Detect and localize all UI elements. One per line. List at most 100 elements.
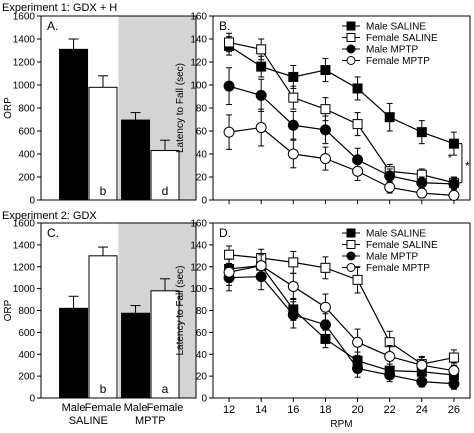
- panel-d-legend-label: Male MPTP: [366, 252, 419, 263]
- panel-b-legend-label: Female SALINE: [366, 33, 438, 44]
- panel-b-point: [416, 187, 428, 199]
- panel-b-y-tick-label: 40: [196, 150, 208, 161]
- panel-b-point: [255, 89, 267, 101]
- panel-c-bar: [88, 255, 118, 399]
- panel-b-point: [320, 104, 331, 115]
- panel-b-point: [352, 165, 364, 177]
- panel-b-point: [288, 71, 299, 82]
- panel-b-legend-marker: [346, 56, 356, 65]
- panel-d-x-tick-label: 18: [319, 404, 331, 416]
- panel-a-bar-letter: d: [162, 184, 169, 198]
- panel-d-y-axis-label: Latency to Fall (sec): [175, 265, 186, 355]
- panel-c-x-category-label: Male: [124, 402, 148, 414]
- panel-d-y-tick-label: 120: [190, 262, 207, 273]
- panel-d-line-chart: 0 20 40 60 80 100 120 140 160 D. 12 14 16 18 20 22 24 26 M…: [175, 219, 471, 430]
- panel-b-point: [384, 181, 396, 193]
- panel-a-y-tick-label: 200: [18, 173, 35, 184]
- panel-b-legend-marker: [346, 21, 356, 31]
- panel-d-point: [416, 359, 428, 371]
- panel-c-x-category-label: Female: [147, 402, 184, 414]
- panel-b-significance-mark: *: [448, 151, 453, 165]
- panel-d-point: [416, 376, 428, 388]
- panel-a-y-tick-label: 0: [29, 196, 35, 207]
- panel-d-x-axis-label: RPM: [330, 419, 352, 430]
- panel-b-series-line: [228, 45, 455, 145]
- panel-d-y-tick-label: 100: [190, 284, 207, 295]
- panel-d-point: [384, 369, 396, 381]
- panel-c-y-tick-label: 1600: [13, 219, 36, 230]
- panel-c-y-tick-label: 800: [18, 306, 35, 317]
- panel-c-y-tick-label: 600: [18, 328, 35, 339]
- panel-b-point: [319, 124, 331, 136]
- panel-b-y-axis-label: Latency to Fall (sec): [175, 63, 186, 153]
- panel-b-point: [287, 119, 299, 131]
- panel-d-series-line: [229, 265, 454, 376]
- panel-b-legend-label: Male SALINE: [366, 22, 426, 33]
- panel-d-series-line: [229, 254, 455, 365]
- panel-d-y-tick-label: 40: [196, 350, 208, 361]
- panel-b-legend-marker: [346, 44, 356, 54]
- panel-d-x-tick-label: 22: [384, 404, 396, 416]
- panel-c-y-tick-label: 200: [18, 372, 35, 383]
- panel-d-legend-label: Female SALINE: [366, 240, 438, 251]
- panel-d-x-tick-label: 14: [255, 404, 267, 416]
- panel-a-y-tick-label: 1200: [13, 58, 36, 69]
- panel-d-point: [319, 301, 331, 313]
- panel-b-point: [352, 83, 363, 94]
- panel-b-panel-label: B.: [219, 19, 230, 33]
- panel-d-x-tick-label: 16: [287, 404, 299, 416]
- panel-a-y-axis-label: ORP: [3, 97, 14, 119]
- panel-b-y-tick-label: 140: [190, 35, 207, 46]
- panel-b-significance-mark: *: [465, 159, 470, 173]
- panel-a-bar: [150, 150, 180, 201]
- panel-a-y-tick-label: 400: [18, 150, 35, 161]
- panel-c-y-tick-label: 1000: [13, 284, 36, 295]
- panel-b-legend-marker: [346, 33, 356, 42]
- panel-b-point: [448, 189, 460, 201]
- panel-a-bar-letter: c: [133, 184, 139, 198]
- panel-a-bar: [88, 86, 118, 201]
- panel-d-x-tick-label: 26: [448, 404, 460, 416]
- panel-d-point: [287, 280, 299, 292]
- panel-c-y-tick-label: 1200: [13, 262, 36, 273]
- panel-d-series-line: [228, 265, 455, 372]
- panel-a-frame: [40, 15, 197, 201]
- panel-d-legend-marker: [346, 240, 356, 249]
- panel-b-point: [416, 177, 428, 189]
- panel-b-y-tick-label: 120: [190, 58, 207, 69]
- panel-d-legend-marker: [346, 263, 356, 272]
- panel-c-y-tick-label: 0: [29, 394, 35, 405]
- panel-a-bar-chart: 0 200 400 600 800 1000 1200 1400 1600 A. a b c d ORP: [3, 12, 197, 207]
- panel-d-point: [320, 262, 331, 273]
- panel-a-panel-label: A.: [47, 19, 58, 33]
- panel-c-bar-chart: 0 200 400 600 800 1000 1200 1400 1600 C. a b a a ORP Ma…: [3, 219, 197, 427]
- panel-c-x-category-label: Male: [62, 402, 86, 414]
- panel-c-bar-letter: a: [162, 382, 169, 396]
- panel-d-point: [319, 319, 331, 331]
- experiment2-label: Experiment 2: GDX: [2, 210, 97, 222]
- panel-d-legend-label: Female MPTP: [366, 263, 430, 274]
- panel-d-point: [255, 260, 267, 272]
- panel-d-legend-label: Male SALINE: [366, 229, 426, 240]
- panel-d-point: [287, 309, 299, 321]
- panel-b-series-line: [228, 41, 455, 184]
- panel-b-point: [256, 44, 267, 55]
- panel-a-bar-letter: b: [100, 184, 107, 198]
- panel-b-point: [255, 122, 267, 134]
- panel-b-y-tick-label: 60: [196, 127, 208, 138]
- panel-c-panel-label: C.: [47, 226, 59, 240]
- panel-d-y-tick-label: 0: [201, 394, 207, 405]
- panel-d-y-tick-label: 60: [196, 328, 208, 339]
- panel-d-point: [448, 378, 460, 390]
- panel-c-y-axis-label: ORP: [3, 299, 14, 321]
- experiment1-label: Experiment 1: GDX + H: [2, 2, 117, 14]
- panel-d-y-tick-label: 140: [190, 240, 207, 251]
- panel-b-point: [223, 80, 235, 92]
- panel-c-bar-letter: b: [100, 382, 107, 396]
- panel-b-point: [223, 126, 235, 138]
- panel-b-point: [416, 127, 427, 138]
- panel-c-bar: [121, 312, 151, 399]
- panel-b-point: [384, 112, 395, 123]
- panel-b-point: [384, 170, 396, 182]
